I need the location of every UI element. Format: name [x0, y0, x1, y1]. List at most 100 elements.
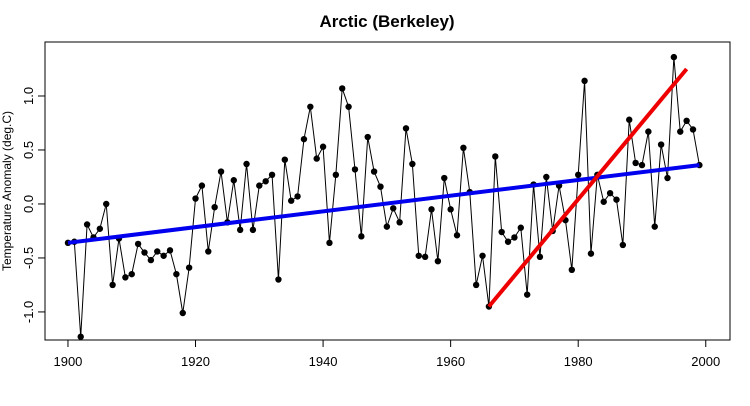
- data-point: [173, 270, 180, 278]
- x-tick-label: 1960: [436, 354, 465, 369]
- data-point: [287, 197, 295, 204]
- data-point: [103, 200, 110, 208]
- data-point: [364, 133, 371, 141]
- data-point: [581, 77, 588, 85]
- data-point: [613, 196, 620, 203]
- data-point: [390, 205, 397, 212]
- data-point: [217, 168, 225, 175]
- x-tick-label: 1980: [564, 354, 593, 369]
- data-point: [504, 238, 512, 245]
- data-point: [166, 247, 174, 254]
- data-point: [517, 224, 525, 231]
- data-point: [587, 250, 595, 257]
- data-point: [498, 228, 505, 236]
- x-tick-label: 1900: [53, 354, 82, 369]
- data-point: [281, 156, 289, 163]
- data-point: [294, 193, 301, 200]
- data-point: [358, 233, 365, 240]
- data-point: [83, 221, 91, 228]
- data-point: [657, 141, 665, 148]
- data-point: [377, 183, 384, 190]
- data-point: [141, 249, 148, 256]
- data-point: [492, 153, 499, 160]
- data-point: [313, 155, 320, 162]
- x-tick-label: 1940: [309, 354, 338, 369]
- data-point: [472, 281, 480, 289]
- data-point: [96, 225, 104, 232]
- data-point: [670, 53, 678, 61]
- data-point: [185, 264, 193, 271]
- data-point: [606, 189, 614, 197]
- data-point: [447, 206, 454, 213]
- data-point: [243, 160, 250, 168]
- data-point: [339, 85, 346, 92]
- data-point: [370, 168, 378, 175]
- trend-line: [487, 67, 689, 308]
- y-tick-label: 0.0: [21, 195, 36, 213]
- data-point: [568, 266, 576, 274]
- data-point: [262, 178, 269, 185]
- data-point: [236, 226, 244, 234]
- y-tick-label: -1.0: [21, 301, 36, 323]
- data-point: [415, 252, 422, 259]
- data-point: [626, 116, 633, 123]
- data-point: [300, 135, 308, 143]
- data-point: [396, 219, 403, 226]
- x-tick-label: 2000: [691, 354, 720, 369]
- data-point: [211, 203, 218, 211]
- data-point: [205, 248, 212, 255]
- y-tick-label: -0.5: [21, 247, 36, 269]
- data-point: [645, 128, 652, 135]
- data-point: [268, 171, 276, 179]
- data-point: [638, 161, 646, 169]
- data-point: [402, 125, 410, 132]
- data-point: [128, 270, 135, 278]
- data-point: [600, 198, 607, 205]
- data-point: [256, 182, 263, 189]
- data-point: [109, 281, 116, 289]
- data-point: [134, 240, 142, 248]
- data-point: [326, 239, 333, 247]
- data-point: [179, 309, 186, 317]
- data-point: [351, 166, 359, 173]
- data-point: [479, 252, 486, 259]
- data-point: [575, 171, 582, 179]
- data-point: [683, 117, 690, 125]
- data-point: [249, 226, 257, 234]
- data-point: [198, 182, 206, 189]
- data-point: [319, 143, 327, 150]
- data-point: [434, 257, 442, 265]
- data-line: [67, 57, 700, 337]
- plot-frame: [44, 41, 731, 341]
- data-point: [421, 253, 429, 261]
- data-point: [383, 223, 391, 230]
- data-point: [511, 234, 518, 241]
- data-point: [441, 174, 448, 182]
- data-point: [77, 333, 84, 340]
- data-point: [122, 274, 129, 281]
- data-point: [147, 256, 155, 264]
- data-point: [160, 252, 167, 259]
- data-point: [689, 126, 697, 133]
- data-point: [651, 223, 658, 230]
- data-point: [409, 160, 416, 168]
- data-point: [154, 248, 161, 255]
- chart-title: Arctic (Berkeley): [319, 12, 454, 31]
- data-point: [307, 103, 314, 110]
- y-axis-label: Temperature Anomaly (deg.C): [0, 111, 14, 271]
- x-tick-label: 1920: [181, 354, 210, 369]
- data-point: [192, 195, 199, 202]
- data-point: [460, 144, 467, 152]
- data-point: [345, 103, 352, 110]
- data-point: [428, 206, 435, 213]
- data-point: [632, 159, 639, 167]
- data-point: [536, 253, 544, 261]
- data-point: [275, 276, 282, 283]
- data-point: [664, 174, 671, 182]
- data-point: [230, 177, 237, 184]
- data-point: [523, 291, 531, 298]
- y-tick-label: 1.0: [21, 87, 36, 105]
- y-tick-label: 0.5: [21, 141, 36, 159]
- data-point: [332, 171, 340, 179]
